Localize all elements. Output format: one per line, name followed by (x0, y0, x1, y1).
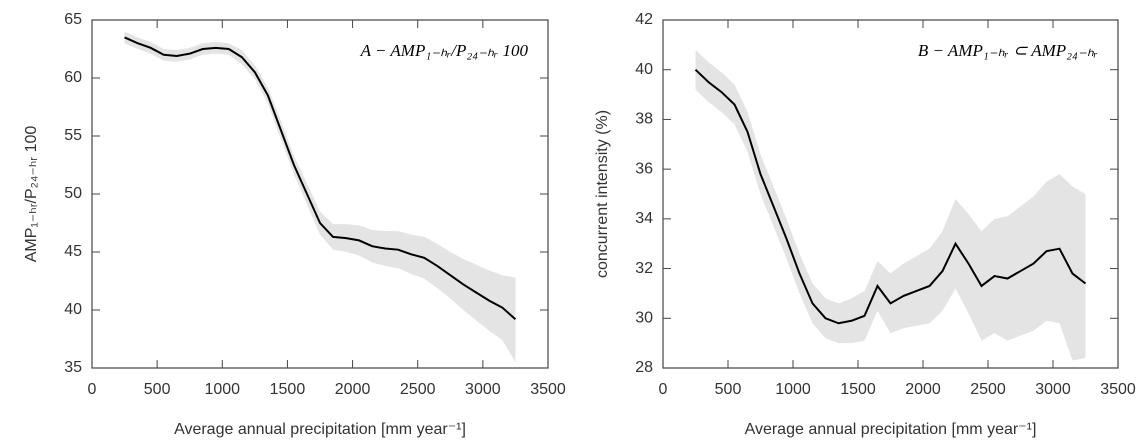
y-tick-label: 50 (64, 185, 82, 202)
x-axis-label: Average annual precipitation [mm year⁻¹] (745, 421, 1037, 438)
confidence-band (124, 31, 516, 363)
y-tick-label: 65 (64, 11, 82, 28)
x-tick-label: 2000 (905, 381, 941, 398)
y-tick-label: 38 (635, 111, 653, 128)
y-tick-label: 40 (635, 61, 653, 78)
y-tick-label: 60 (64, 69, 82, 86)
y-tick-label: 42 (635, 11, 653, 28)
y-tick-label: 36 (635, 160, 653, 177)
x-tick-label: 500 (144, 381, 171, 398)
annotation: B − AMP₁₋ₕᵣ ⊂ AMP₂₄₋ₕᵣ (918, 41, 1098, 60)
line (124, 36, 517, 321)
line (694, 68, 1087, 325)
x-tick-label: 500 (715, 381, 742, 398)
annotation: A − AMP₁₋ₕᵣ/P₂₄₋ₕᵣ 100 (360, 41, 529, 60)
y-tick-label: 45 (64, 243, 82, 260)
x-tick-label: 3500 (530, 381, 566, 398)
y-tick-label: 34 (635, 210, 653, 227)
x-tick-label: 0 (88, 381, 97, 398)
y-tick-label: 40 (64, 301, 82, 318)
x-tick-label: 1000 (775, 381, 811, 398)
x-tick-label: 2500 (400, 381, 436, 398)
confidence-band (695, 49, 1086, 361)
x-tick-label: 2500 (970, 381, 1006, 398)
x-tick-label: 0 (659, 381, 668, 398)
x-tick-label: 3500 (1100, 381, 1136, 398)
x-tick-label: 1000 (204, 381, 240, 398)
y-tick-label: 32 (635, 260, 653, 277)
x-tick-label: 1500 (840, 381, 876, 398)
x-axis-label: Average annual precipitation [mm year⁻¹] (174, 421, 466, 438)
panel: 0 500 1000 1500 2000 2500 3000 3500 28 30 32 34 36 38… (594, 11, 1136, 438)
x-tick-label: 1500 (270, 381, 306, 398)
y-axis-label: concurrent intensity (%) (594, 110, 611, 278)
y-tick-label: 28 (635, 359, 653, 376)
y-tick-label: 35 (64, 359, 82, 376)
y-tick-label: 55 (64, 127, 82, 144)
x-tick-label: 2000 (335, 381, 371, 398)
x-tick-label: 3000 (465, 381, 501, 398)
plot-frame (662, 19, 1119, 369)
y-axis-label: AMP₁₋ₕᵣ/P₂₄₋ₕᵣ 100 (23, 126, 40, 263)
panel: 0 500 1000 1500 2000 2500 3000 3500 35 40 45 50 55 60… (23, 11, 566, 438)
y-tick-label: 30 (635, 310, 653, 327)
x-tick-label: 3000 (1035, 381, 1071, 398)
